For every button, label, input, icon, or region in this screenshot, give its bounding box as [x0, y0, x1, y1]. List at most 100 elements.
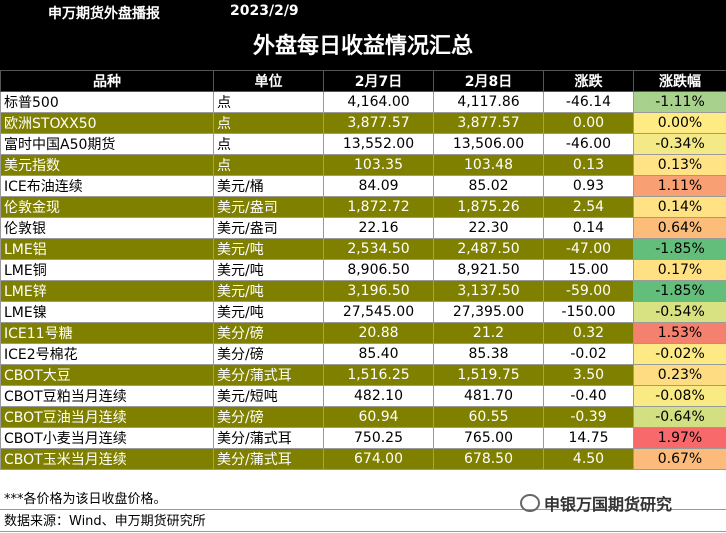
cell-d1: 482.10	[323, 385, 434, 407]
cell-unit: 点	[213, 154, 324, 176]
cell-d2: 1,875.26	[433, 196, 544, 218]
cell-name: LME镍	[0, 301, 214, 323]
cell-name: 标普500	[0, 91, 214, 113]
cell-d2: 13,506.00	[433, 133, 544, 155]
cell-d2: 765.00	[433, 427, 544, 449]
footnote: ***各价格为该日收盘价格。	[0, 489, 726, 510]
table-row: CBOT豆粕当月连续 美元/短吨 482.10 481.70 -0.40 -0.08%	[0, 385, 726, 407]
cell-chg: -0.02	[543, 343, 634, 365]
col-header-unit: 单位	[213, 70, 324, 92]
cell-pct: -0.02%	[633, 343, 726, 365]
cell-pct: -0.64%	[633, 406, 726, 428]
table-row: CBOT小麦当月连续 美分/蒲式耳 750.25 765.00 14.75 1.97%	[0, 427, 726, 449]
cell-unit: 美元/吨	[213, 238, 324, 260]
cell-name: ICE2号棉花	[0, 343, 214, 365]
cell-d1: 22.16	[323, 217, 434, 239]
cell-d2: 85.02	[433, 175, 544, 197]
cell-unit: 美分/蒲式耳	[213, 364, 324, 386]
cell-pct: 1.97%	[633, 427, 726, 449]
cell-name: CBOT玉米当月连续	[0, 448, 214, 470]
cell-d1: 27,545.00	[323, 301, 434, 323]
table-row: ICE布油连续 美元/桶 84.09 85.02 0.93 1.11%	[0, 175, 726, 197]
cell-pct: 0.64%	[633, 217, 726, 239]
table-row: ICE2号棉花 美分/磅 85.40 85.38 -0.02 -0.02%	[0, 343, 726, 365]
cell-d2: 8,921.50	[433, 259, 544, 281]
cell-pct: -0.34%	[633, 133, 726, 155]
cell-d2: 60.55	[433, 406, 544, 428]
cell-d1: 4,164.00	[323, 91, 434, 113]
cell-d1: 60.94	[323, 406, 434, 428]
cell-pct: -1.85%	[633, 238, 726, 260]
cell-d1: 84.09	[323, 175, 434, 197]
table-row: LME铝 美元/吨 2,534.50 2,487.50 -47.00 -1.85%	[0, 238, 726, 260]
table-row: 伦敦金现 美元/盎司 1,872.72 1,875.26 2.54 0.14%	[0, 196, 726, 218]
cell-d2: 103.48	[433, 154, 544, 176]
cell-pct: 0.67%	[633, 448, 726, 470]
cell-d2: 3,137.50	[433, 280, 544, 302]
table-row: CBOT玉米当月连续 美分/蒲式耳 674.00 678.50 4.50 0.67%	[0, 448, 726, 470]
cell-name: 伦敦银	[0, 217, 214, 239]
cell-name: LME铜	[0, 259, 214, 281]
cell-d2: 2,487.50	[433, 238, 544, 260]
cell-unit: 美元/盎司	[213, 217, 324, 239]
cell-unit: 美分/磅	[213, 343, 324, 365]
cell-d1: 103.35	[323, 154, 434, 176]
cell-name: CBOT豆油当月连续	[0, 406, 214, 428]
cell-name: CBOT大豆	[0, 364, 214, 386]
col-header-d2: 2月8日	[433, 70, 544, 92]
cell-chg: 15.00	[543, 259, 634, 281]
futures-table: 品种 单位 2月7日 2月8日 涨跌 涨跌幅 标普500 点 4,164.00 4,1…	[0, 70, 726, 470]
cell-d1: 750.25	[323, 427, 434, 449]
cell-chg: 0.14	[543, 217, 634, 239]
cell-pct: 0.13%	[633, 154, 726, 176]
cell-d1: 1,516.25	[323, 364, 434, 386]
cell-name: 伦敦金现	[0, 196, 214, 218]
cell-d1: 2,534.50	[323, 238, 434, 260]
col-header-d1: 2月7日	[323, 70, 434, 92]
cell-unit: 美元/吨	[213, 259, 324, 281]
cell-unit: 点	[213, 91, 324, 113]
cell-pct: 1.53%	[633, 322, 726, 344]
cell-chg: 0.93	[543, 175, 634, 197]
cell-d1: 20.88	[323, 322, 434, 344]
cell-pct: 0.17%	[633, 259, 726, 281]
table-row: LME锌 美元/吨 3,196.50 3,137.50 -59.00 -1.85%	[0, 280, 726, 302]
wechat-icon	[520, 494, 540, 512]
cell-chg: 0.00	[543, 112, 634, 134]
cell-chg: -47.00	[543, 238, 634, 260]
cell-d2: 22.30	[433, 217, 544, 239]
table-row: ICE11号糖 美分/磅 20.88 21.2 0.32 1.53%	[0, 322, 726, 344]
cell-unit: 美元/短吨	[213, 385, 324, 407]
table-row: CBOT大豆 美分/蒲式耳 1,516.25 1,519.75 3.50 0.23%	[0, 364, 726, 386]
cell-name: LME锌	[0, 280, 214, 302]
table-row: LME铜 美元/吨 8,906.50 8,921.50 15.00 0.17%	[0, 259, 726, 281]
cell-pct: -1.85%	[633, 280, 726, 302]
col-header-chg: 涨跌	[543, 70, 634, 92]
cell-chg: -46.14	[543, 91, 634, 113]
cell-pct: 0.14%	[633, 196, 726, 218]
cell-pct: -1.11%	[633, 91, 726, 113]
table-row: CBOT豆油当月连续 美分/磅 60.94 60.55 -0.39 -0.64%	[0, 406, 726, 428]
cell-pct: -0.54%	[633, 301, 726, 323]
table-row: 美元指数点 103.35 103.48 0.13 0.13%	[0, 154, 726, 176]
cell-d2: 85.38	[433, 343, 544, 365]
cell-chg: 3.50	[543, 364, 634, 386]
table-header-row: 品种 单位 2月7日 2月8日 涨跌 涨跌幅	[0, 70, 726, 92]
cell-chg: 4.50	[543, 448, 634, 470]
cell-chg: -150.00	[543, 301, 634, 323]
cell-d2: 21.2	[433, 322, 544, 344]
col-header-name: 品种	[0, 70, 214, 92]
cell-pct: 0.00%	[633, 112, 726, 134]
watermark-text: 申银万国期货研究	[544, 495, 673, 514]
cell-d1: 3,196.50	[323, 280, 434, 302]
cell-unit: 美元/吨	[213, 280, 324, 302]
cell-chg: 0.32	[543, 322, 634, 344]
table-row: LME镍 美元/吨 27,545.00 27,395.00 -150.00 -0.54%	[0, 301, 726, 323]
cell-chg: -59.00	[543, 280, 634, 302]
cell-unit: 美元/桶	[213, 175, 324, 197]
data-source: 数据来源：Wind、申万期货研究所	[0, 511, 726, 532]
cell-d1: 674.00	[323, 448, 434, 470]
table-row: 伦敦银 美元/盎司 22.16 22.30 0.14 0.64%	[0, 217, 726, 239]
cell-name: LME铝	[0, 238, 214, 260]
report-date: 2023/2/9	[230, 3, 299, 19]
